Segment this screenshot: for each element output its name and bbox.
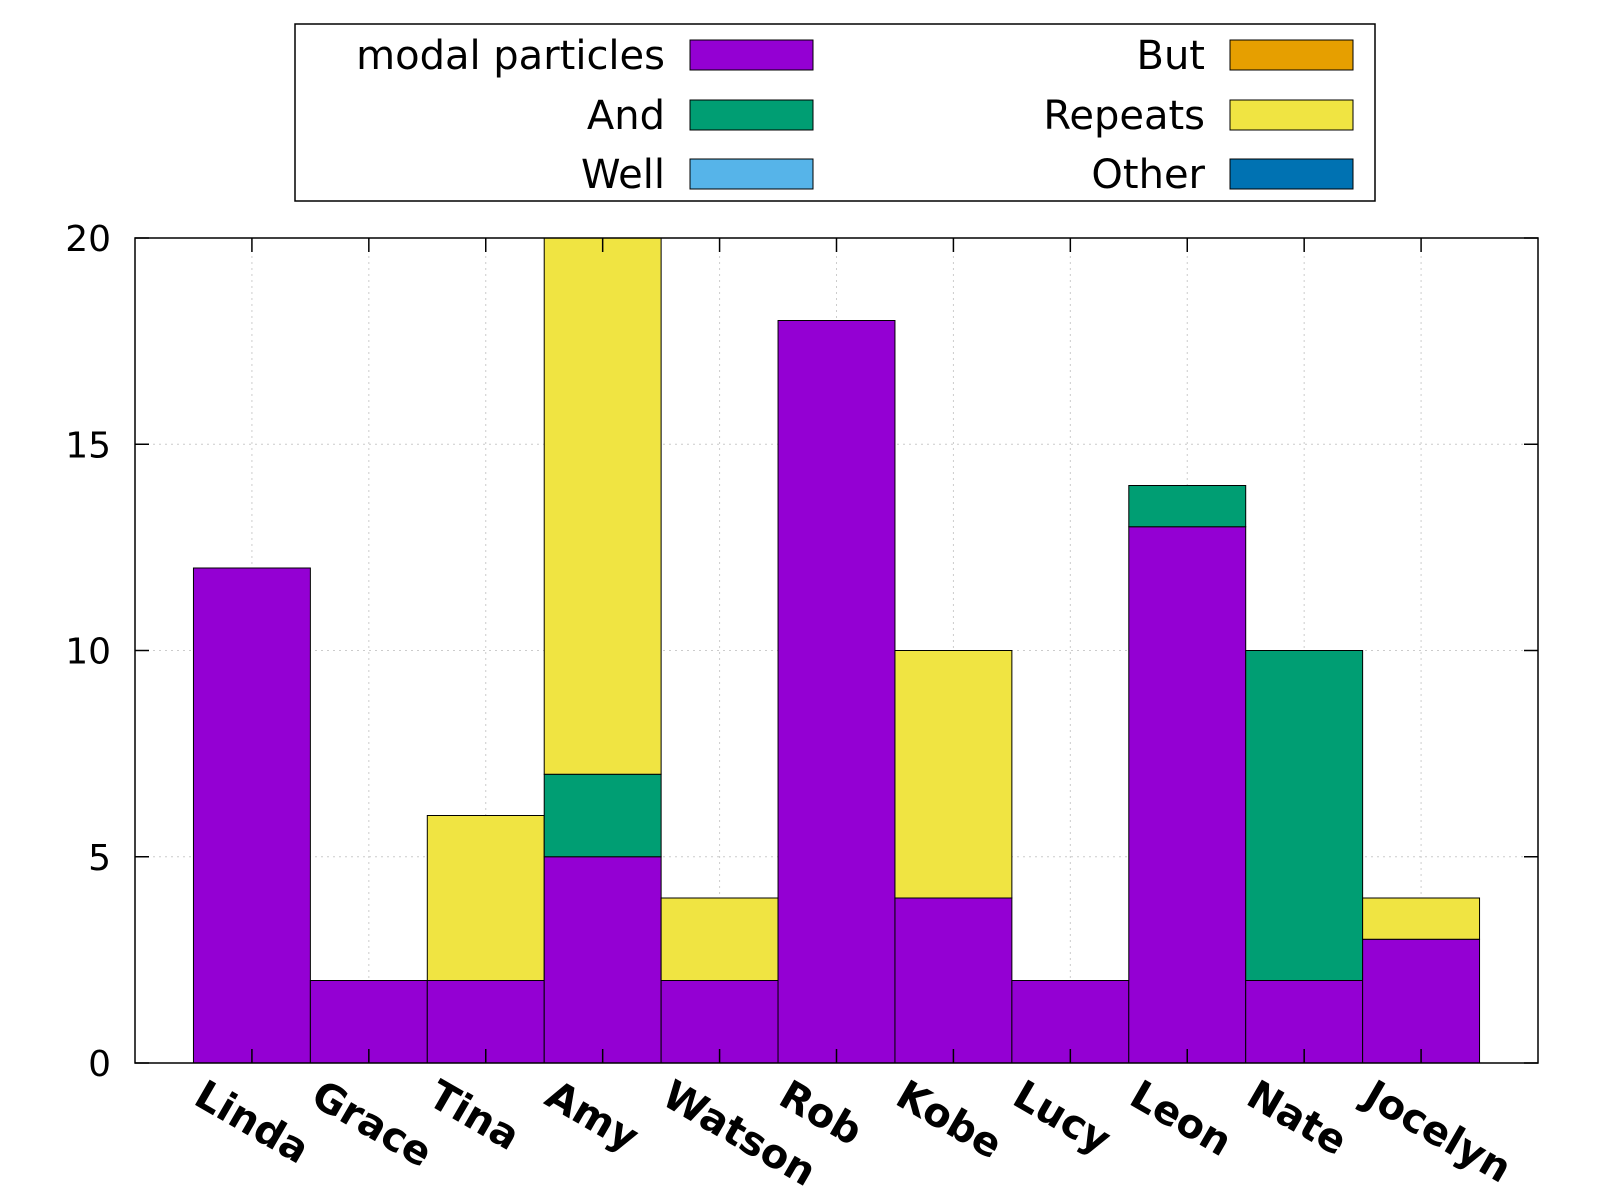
x-category-label: Linda — [187, 1072, 317, 1173]
legend-swatch — [1229, 158, 1354, 190]
y-axis-labels: 0 5 10 15 20 — [65, 219, 111, 1085]
y-tick-label: 5 — [88, 838, 111, 879]
x-category-label: Nate — [1239, 1072, 1354, 1165]
x-category-label: Jocelyn — [1353, 1070, 1518, 1192]
bar-segment — [1362, 938, 1481, 1064]
x-category-label: Tina — [421, 1072, 528, 1160]
bar-segment — [1128, 485, 1247, 528]
legend-label: But — [1137, 33, 1205, 79]
bar-segment — [543, 237, 662, 775]
legend-label: Other — [1091, 152, 1205, 198]
legend-label: Well — [581, 152, 665, 198]
legend-swatch — [1229, 39, 1354, 71]
legend-box — [294, 23, 1376, 202]
x-category-label: Grace — [304, 1072, 440, 1177]
bar-segment — [660, 897, 779, 981]
y-tick-label: 15 — [65, 425, 111, 466]
legend-swatch — [1229, 99, 1354, 131]
bar-segment — [894, 897, 1013, 1064]
bar-segment — [543, 773, 662, 858]
x-category-label: Kobe — [888, 1072, 1009, 1169]
x-category-label: Leon — [1122, 1072, 1239, 1166]
legend-swatch — [689, 99, 814, 131]
bar-segment — [894, 650, 1013, 899]
y-tick-label: 20 — [65, 219, 111, 260]
bar-segment — [426, 815, 545, 981]
bar-segment — [192, 567, 311, 1064]
legend-swatch — [689, 39, 814, 71]
x-category-label: Lucy — [1005, 1072, 1118, 1164]
legend-label: Repeats — [1043, 93, 1205, 139]
bar-segment — [777, 320, 896, 1064]
bar-segment — [543, 856, 662, 1064]
bar-segment — [1128, 526, 1247, 1064]
y-tick-label: 10 — [65, 632, 111, 673]
legend-label: And — [587, 93, 665, 139]
legend-swatch — [689, 158, 814, 190]
legend-label: modal particles — [356, 33, 665, 79]
bars — [192, 237, 1481, 1064]
bar-segment — [1245, 650, 1364, 981]
legend: modal particles And Well But Repeats Other — [294, 23, 1376, 202]
axis-ticks — [135, 237, 1538, 1064]
bar-segment — [1362, 897, 1481, 940]
x-category-label: Amy — [538, 1072, 646, 1161]
y-tick-label: 0 — [88, 1044, 111, 1085]
